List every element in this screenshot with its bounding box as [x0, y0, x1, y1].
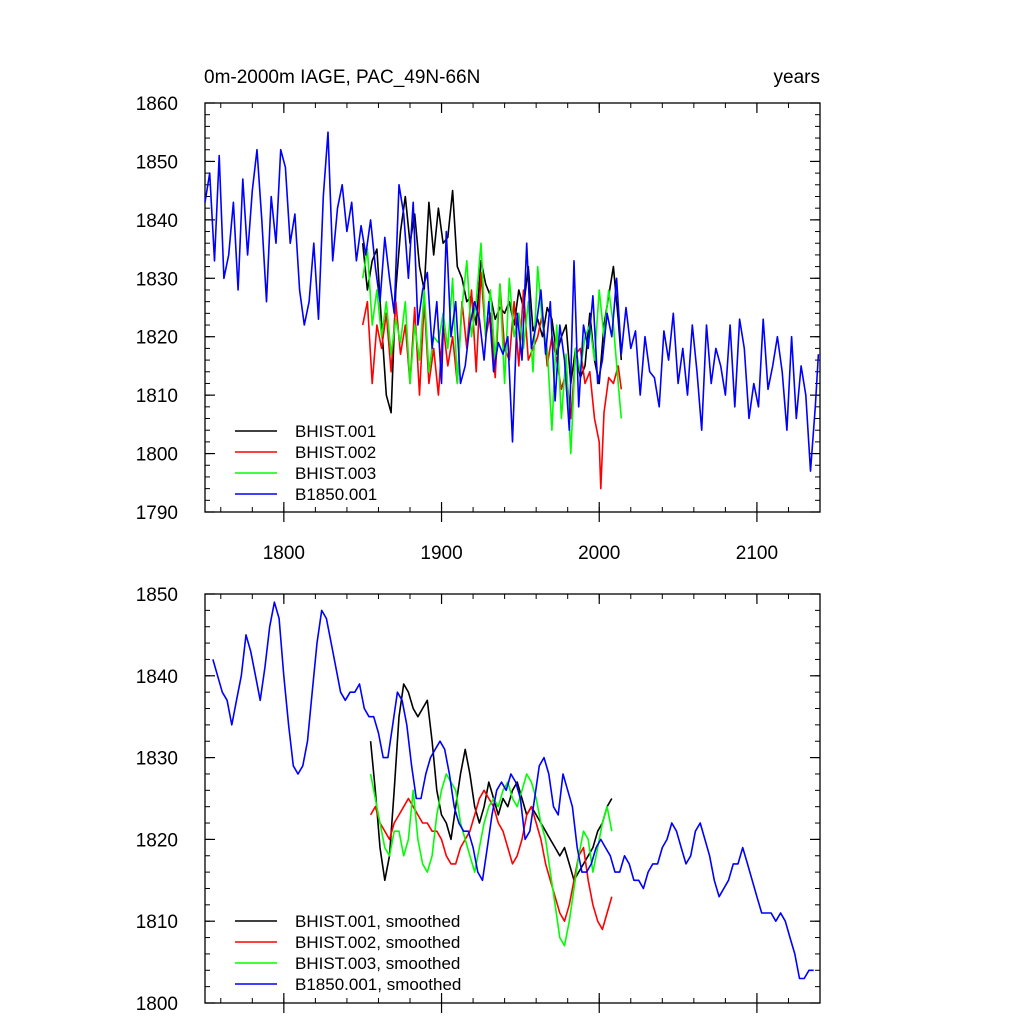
bottom-y-tick-labels: 1800 1810 1820 1830 1840 1850 — [136, 585, 178, 1015]
top-legend-label: BHIST.003 — [295, 464, 376, 483]
top-series-4 — [204, 131, 820, 472]
bottom-legend: BHIST.001, smoothed BHIST.002, smoothed BH… — [235, 912, 461, 994]
top-series-3 — [361, 242, 623, 455]
top-series-1 — [361, 189, 623, 414]
top-legend-label: BHIST.001 — [295, 422, 376, 441]
bottom-series-2 — [369, 789, 613, 931]
top-y-tick-labels: 1790 1800 1810 1820 1830 1840 1850 1860 — [136, 94, 178, 524]
top-x-tick-label: 1800 — [263, 543, 305, 564]
bottom-major-ticks — [205, 593, 820, 1013]
bottom-series-1 — [369, 683, 613, 882]
bottom-legend-label: B1850.001, smoothed — [295, 975, 461, 994]
top-x-tick-label: 2000 — [578, 543, 620, 564]
bottom-y-tick-label: 1840 — [136, 667, 178, 688]
top-y-tick-label: 1820 — [136, 328, 178, 349]
top-y-tick-label: 1840 — [136, 211, 178, 232]
bottom-series-4 — [212, 601, 814, 980]
top-x-tick-label: 1900 — [420, 543, 462, 564]
bottom-series-3 — [369, 773, 613, 947]
top-x-tick-label: 2100 — [736, 543, 778, 564]
bottom-panel: 1800 1810 1820 1830 1840 1850 BHIST.001, smoo… — [136, 585, 821, 1015]
top-y-tick-label: 1860 — [136, 94, 178, 115]
top-y-tick-label: 1790 — [136, 503, 178, 524]
top-y-tick-label: 1800 — [136, 445, 178, 466]
top-y-tick-label: 1850 — [136, 152, 178, 173]
top-legend-label: BHIST.002 — [295, 443, 376, 462]
top-major-ticks — [205, 102, 820, 522]
bottom-y-tick-label: 1800 — [136, 994, 178, 1015]
top-panel-title: 0m-2000m IAGE, PAC_49N-66N — [204, 67, 480, 88]
bottom-y-tick-label: 1810 — [136, 912, 178, 933]
bottom-y-tick-label: 1850 — [136, 585, 178, 606]
top-legend: BHIST.001 BHIST.002 BHIST.003 B1850.001 — [235, 422, 377, 504]
top-y-tick-label: 1810 — [136, 386, 178, 407]
bottom-y-tick-label: 1830 — [136, 749, 178, 770]
top-legend-label: B1850.001 — [295, 485, 377, 504]
top-plot-frame — [204, 102, 821, 513]
top-series-2 — [361, 271, 623, 490]
bottom-y-tick-label: 1820 — [136, 830, 178, 851]
bottom-legend-label: BHIST.003, smoothed — [295, 954, 460, 973]
top-panel: 0m-2000m IAGE, PAC_49N-66N years 1790 180… — [136, 67, 821, 564]
bottom-plot-frame — [204, 593, 821, 1004]
top-panel-units: years — [774, 67, 820, 88]
top-series-group — [204, 131, 820, 490]
top-y-tick-label: 1830 — [136, 269, 178, 290]
top-x-tick-labels: 1800 1900 2000 2100 — [263, 543, 778, 564]
bottom-legend-label: BHIST.001, smoothed — [295, 912, 460, 931]
bottom-legend-label: BHIST.002, smoothed — [295, 933, 460, 952]
bottom-series-group — [212, 601, 814, 980]
